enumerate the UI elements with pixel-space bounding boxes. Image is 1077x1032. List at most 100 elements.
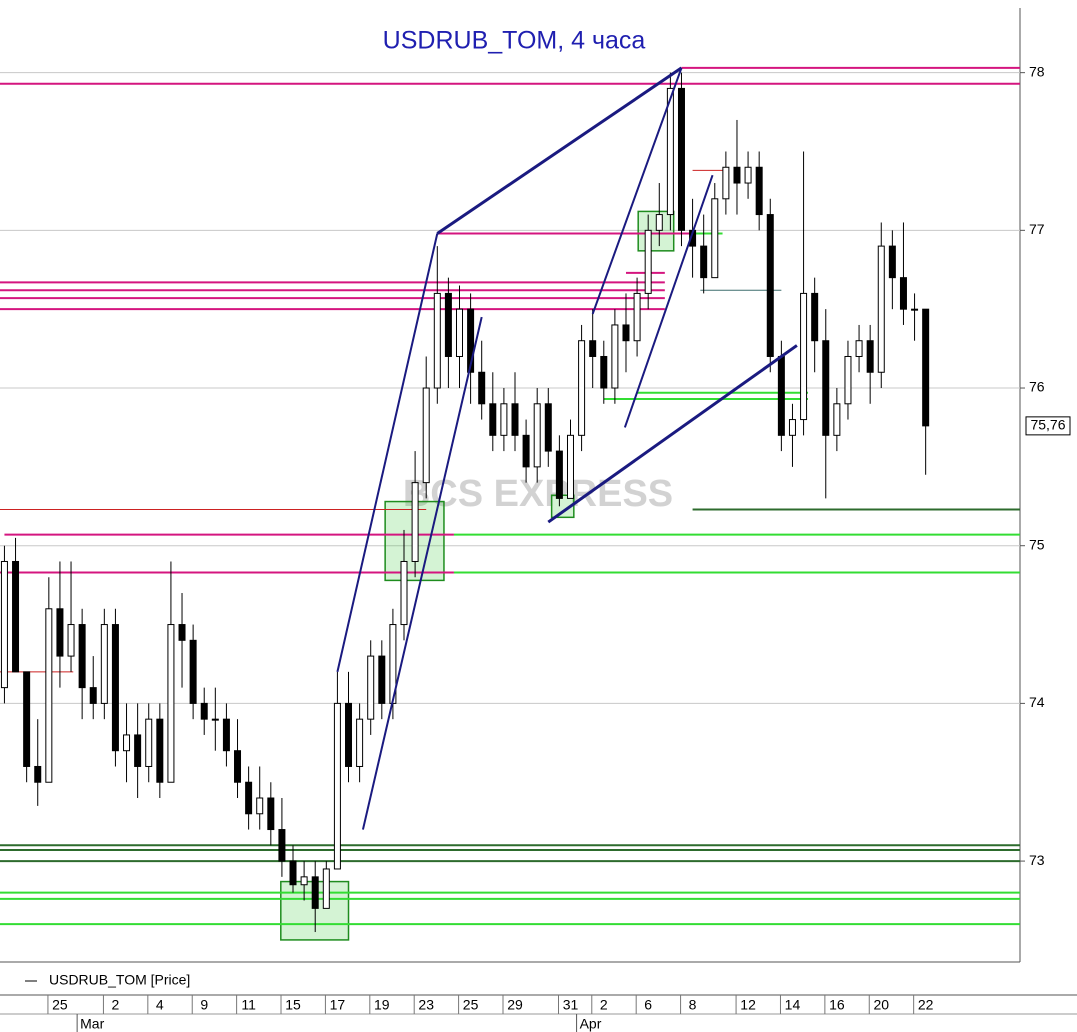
x-tick-label: 17	[330, 997, 346, 1013]
y-tick-label: 76	[1029, 379, 1045, 395]
candle-body	[511, 403, 519, 436]
candle-body	[167, 624, 175, 783]
watermark: BCS EXPRESS	[403, 473, 673, 515]
candle-body	[589, 340, 597, 357]
candle-body	[877, 245, 885, 373]
x-tick-label: 15	[285, 997, 301, 1013]
candle-body	[256, 797, 264, 815]
candle-body	[644, 229, 652, 294]
candle-body	[489, 403, 497, 436]
x-tick-label: 2	[600, 997, 608, 1013]
last-price-box	[1025, 416, 1071, 436]
x-tick-label: 2	[112, 997, 120, 1013]
candle-body	[911, 308, 919, 311]
candle-body	[622, 324, 630, 342]
candle-body	[378, 655, 386, 704]
trend-line	[436, 66, 683, 235]
candle-body	[67, 624, 75, 657]
candle-body	[145, 718, 153, 767]
y-tick-label: 77	[1029, 221, 1045, 237]
candle-body	[722, 166, 730, 200]
candle-body	[289, 860, 297, 886]
candle-body	[345, 702, 353, 767]
candle-body	[189, 639, 197, 704]
candle-body	[566, 434, 574, 499]
candle-body	[777, 355, 785, 436]
x-tick-label: 20	[873, 997, 889, 1013]
candle-body	[234, 750, 242, 783]
candle-body	[788, 419, 796, 436]
candle-body	[134, 734, 142, 767]
x-tick-label: 22	[918, 997, 934, 1013]
trend-line	[547, 344, 798, 524]
candle-body	[300, 876, 308, 886]
x-tick-label: 29	[507, 997, 523, 1013]
trend-line	[361, 316, 483, 830]
candle-body	[711, 198, 719, 279]
candle-body	[744, 166, 752, 184]
candle-body	[633, 292, 641, 342]
x-tick-label: 23	[418, 997, 434, 1013]
candle-body	[533, 403, 541, 468]
candle-body	[222, 718, 230, 752]
candle-body	[444, 292, 452, 357]
candle-body	[578, 340, 586, 436]
candle-body	[666, 87, 674, 216]
candle-body	[322, 868, 330, 909]
x-tick-label: 14	[785, 997, 801, 1013]
candle-body	[655, 214, 663, 231]
candle-body	[34, 765, 42, 783]
candle-body	[45, 608, 53, 783]
chart-title: USDRUB_TOM, 4 часа	[383, 27, 646, 55]
x-tick-label: 9	[200, 997, 208, 1013]
legend-label: USDRUB_TOM [Price]	[49, 972, 190, 988]
y-tick-label: 73	[1029, 852, 1045, 868]
candle-body	[766, 214, 774, 357]
candle-body	[922, 308, 930, 427]
last-price-label: 75,76	[1030, 417, 1065, 433]
candle-body	[811, 292, 819, 342]
candle-body	[522, 434, 530, 468]
month-label: Mar	[80, 1016, 104, 1032]
candle-body	[899, 277, 907, 310]
candle-body	[700, 245, 708, 279]
candle-body	[78, 624, 86, 689]
candle-body	[23, 671, 31, 767]
candle-body	[755, 166, 763, 216]
x-tick-label: 8	[689, 997, 697, 1013]
candle-body	[544, 403, 552, 452]
x-tick-label: 12	[740, 997, 756, 1013]
candle-body	[733, 166, 741, 184]
candle-body	[800, 292, 808, 421]
candle-body	[467, 308, 475, 373]
candle-body	[267, 797, 275, 831]
candle-body	[888, 245, 896, 279]
candle-body	[12, 560, 20, 673]
candle-body	[89, 687, 97, 704]
candle-body	[356, 718, 364, 767]
x-tick-label: 19	[374, 997, 390, 1013]
month-label: Apr	[580, 1016, 602, 1032]
trend-line	[336, 233, 439, 673]
candle-body	[100, 624, 108, 704]
candle-body	[478, 371, 486, 405]
candle-body	[367, 655, 375, 720]
x-tick-label: 25	[463, 997, 479, 1013]
candle-body	[844, 355, 852, 405]
candle-body	[600, 355, 608, 389]
candle-body	[400, 560, 408, 626]
x-tick-label: 25	[52, 997, 68, 1013]
trend-line	[591, 67, 683, 315]
candle-body	[411, 482, 419, 562]
candle-body	[833, 403, 841, 436]
candle-body	[311, 876, 319, 909]
candle-body	[245, 781, 253, 815]
candle-body	[200, 702, 208, 720]
candle-body	[123, 734, 131, 752]
candle-body	[178, 624, 186, 641]
y-tick-label: 75	[1029, 536, 1045, 552]
candle-body	[500, 403, 508, 436]
candle-body	[278, 829, 286, 862]
